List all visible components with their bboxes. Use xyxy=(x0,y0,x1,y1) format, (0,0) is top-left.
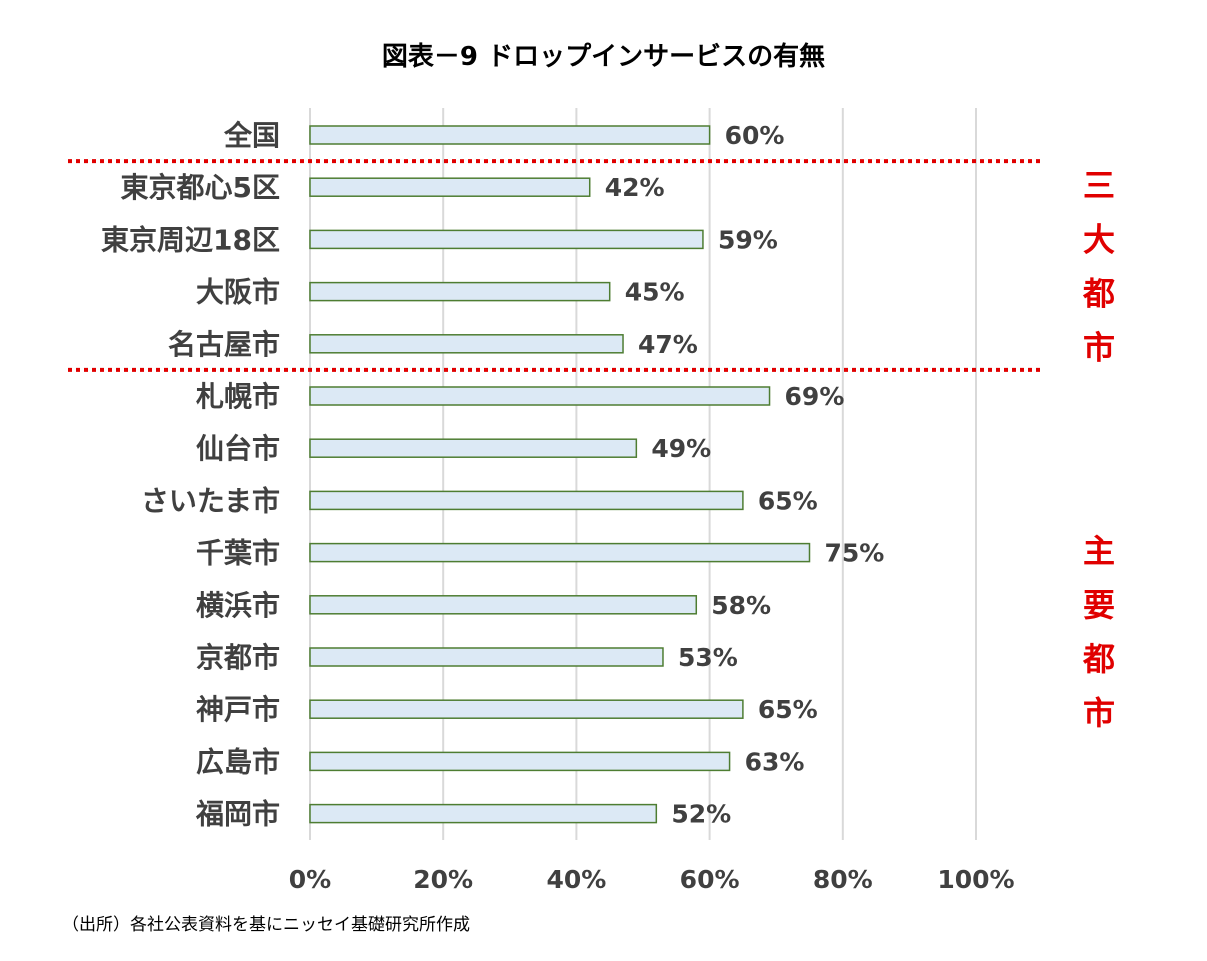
x-tick-label: 20% xyxy=(413,865,473,894)
group-separators xyxy=(68,159,1040,372)
category-label: 神戸市 xyxy=(196,693,280,726)
x-tick-label: 100% xyxy=(937,865,1014,894)
bar xyxy=(309,542,811,563)
value-label: 45% xyxy=(625,278,685,307)
value-label: 69% xyxy=(785,382,845,411)
value-label: 53% xyxy=(678,643,738,672)
value-label: 42% xyxy=(605,173,665,202)
category-label: 大阪市 xyxy=(196,276,280,309)
value-label: 63% xyxy=(745,747,805,776)
group-label-char: 要 xyxy=(1083,586,1115,624)
bar xyxy=(309,751,731,772)
chart-title: 図表－9 ドロップインサービスの有無 xyxy=(381,42,826,72)
gridlines xyxy=(309,108,977,840)
group-label-char: 市 xyxy=(1083,329,1115,367)
bar xyxy=(309,177,591,197)
category-label: 京都市 xyxy=(196,641,280,674)
group-label-char: 市 xyxy=(1083,694,1115,732)
category-label: 千葉市 xyxy=(196,537,280,570)
bar xyxy=(309,647,664,667)
category-label: 札幌市 xyxy=(196,380,280,413)
category-label: 横浜市 xyxy=(196,589,280,622)
value-label: 65% xyxy=(758,695,818,724)
value-label: 58% xyxy=(711,591,771,620)
category-label: 東京周辺18区 xyxy=(101,223,280,256)
group-label-char: 大 xyxy=(1083,221,1115,259)
bar xyxy=(309,803,658,824)
x-tick-label: 0% xyxy=(289,865,331,894)
x-tick-label: 80% xyxy=(813,865,873,894)
value-label: 52% xyxy=(671,800,731,829)
category-label: 広島市 xyxy=(196,745,280,778)
bar xyxy=(309,125,711,145)
group-label-char: 都 xyxy=(1082,275,1115,313)
group-label-char: 都 xyxy=(1082,640,1115,678)
bar xyxy=(309,281,611,302)
value-label: 60% xyxy=(725,121,785,150)
bar xyxy=(309,438,638,458)
x-tick-label: 60% xyxy=(680,865,740,894)
value-label: 75% xyxy=(825,539,885,568)
value-label: 49% xyxy=(651,434,711,463)
bar xyxy=(309,334,624,354)
group-label-char: 三 xyxy=(1083,167,1115,205)
category-label: 仙台市 xyxy=(196,432,280,465)
category-label: 名古屋市 xyxy=(168,328,280,361)
bars xyxy=(309,125,811,824)
bar xyxy=(309,595,698,615)
source-note: （出所）各社公表資料を基にニッセイ基礎研究所作成 xyxy=(62,915,470,935)
labels: 0% 20% 40% 60% 80% 100% 全国 60% 東京都心5区 42% 東京周辺18区 5… xyxy=(101,119,1015,894)
bar xyxy=(309,699,744,719)
category-label: さいたま市 xyxy=(141,484,280,517)
bar xyxy=(309,229,704,250)
category-label: 福岡市 xyxy=(195,798,280,831)
category-label: 東京都心5区 xyxy=(121,171,280,204)
bar xyxy=(309,386,771,406)
category-label: 全国 xyxy=(223,119,280,152)
value-label: 47% xyxy=(638,330,698,359)
bar xyxy=(309,490,744,511)
value-label: 59% xyxy=(718,225,778,254)
value-label: 65% xyxy=(758,486,818,515)
x-tick-label: 40% xyxy=(546,865,606,894)
group-label-char: 主 xyxy=(1083,532,1115,570)
